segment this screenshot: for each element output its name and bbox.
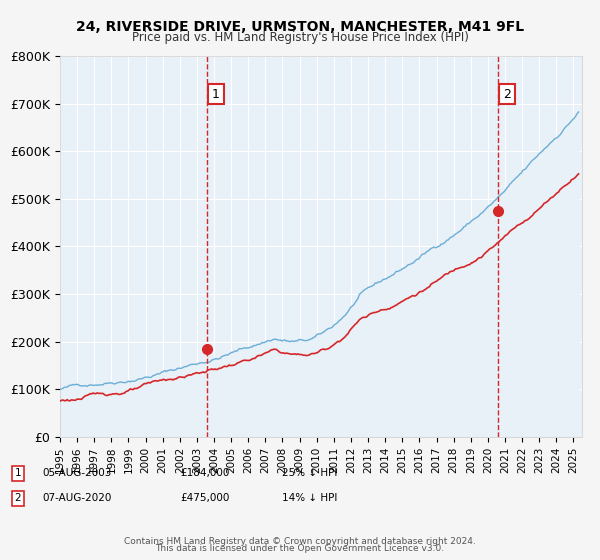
Text: 05-AUG-2003: 05-AUG-2003	[42, 468, 112, 478]
Text: £184,000: £184,000	[180, 468, 229, 478]
Text: 1: 1	[212, 87, 220, 101]
Text: Price paid vs. HM Land Registry's House Price Index (HPI): Price paid vs. HM Land Registry's House …	[131, 31, 469, 44]
Text: 25% ↓ HPI: 25% ↓ HPI	[282, 468, 337, 478]
Text: 14% ↓ HPI: 14% ↓ HPI	[282, 493, 337, 503]
Text: This data is licensed under the Open Government Licence v3.0.: This data is licensed under the Open Gov…	[155, 544, 445, 553]
Text: Contains HM Land Registry data © Crown copyright and database right 2024.: Contains HM Land Registry data © Crown c…	[124, 537, 476, 546]
Text: 2: 2	[14, 493, 22, 503]
Text: 1: 1	[14, 468, 22, 478]
Text: 24, RIVERSIDE DRIVE, URMSTON, MANCHESTER, M41 9FL: 24, RIVERSIDE DRIVE, URMSTON, MANCHESTER…	[76, 20, 524, 34]
Text: £475,000: £475,000	[180, 493, 229, 503]
Text: 07-AUG-2020: 07-AUG-2020	[42, 493, 112, 503]
Text: 2: 2	[503, 87, 511, 101]
